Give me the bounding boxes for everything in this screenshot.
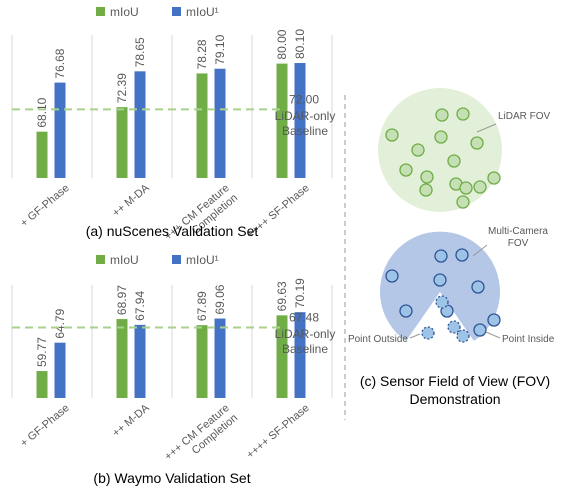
- x-tick-label-box: + GF-Phase: [18, 182, 72, 230]
- lidar-fov: [378, 88, 502, 212]
- outside-label: Point Outside: [348, 334, 408, 345]
- value-label: 80.10: [293, 29, 307, 59]
- baseline-label-box: LiDAR-only Baseline: [274, 327, 336, 357]
- bar: [116, 107, 128, 178]
- baseline-label: LiDAR-only Baseline: [274, 109, 336, 139]
- x-tick-label: ++ M-DA: [110, 182, 152, 220]
- value-label: 76.68: [53, 48, 67, 78]
- camera-points-inside: [385, 248, 501, 337]
- value-label: 67.94: [133, 291, 147, 321]
- value-label: 69.06: [213, 284, 227, 314]
- value-label: 78.28: [195, 39, 209, 69]
- camera-label: Multi-Camera FOV: [487, 226, 548, 249]
- value-label: 59.77: [35, 337, 49, 367]
- value-label: 68.10: [35, 97, 49, 127]
- inside-label: Point Inside: [502, 334, 555, 345]
- lidar-label: LiDAR FOV: [498, 111, 551, 122]
- bar: [276, 63, 288, 178]
- bar: [196, 73, 208, 178]
- value-label: 68.97: [115, 285, 129, 315]
- chart-caption: (b) Waymo Validation Set: [93, 470, 250, 486]
- legend-swatch: [172, 255, 181, 264]
- x-tick-label: ++++ SF-Phase: [244, 182, 312, 242]
- bar: [294, 312, 306, 398]
- bar: [36, 131, 48, 178]
- bar: [294, 63, 306, 178]
- value-label: 67.89: [195, 291, 209, 321]
- bar: [54, 342, 66, 398]
- camera-label-box: Multi-Camera FOV: [487, 226, 548, 249]
- bar: [276, 315, 288, 398]
- x-tick-label: + GF-Phase: [18, 182, 72, 230]
- baseline-value: 72.00: [289, 92, 319, 106]
- legend-label: mIoU¹: [186, 253, 219, 267]
- bar: [116, 319, 128, 398]
- baseline-label: LiDAR-only Baseline: [274, 327, 336, 357]
- legend-label: mIoU¹: [186, 5, 219, 19]
- bar: [54, 82, 66, 178]
- value-label: 72.39: [115, 73, 129, 103]
- diagram-caption-box: (c) Sensor Field of View (FOV) Demonstra…: [359, 373, 551, 407]
- value-label: 70.19: [293, 278, 307, 308]
- chart-caption: (a) nuScenes Validation Set: [86, 223, 259, 239]
- baseline-value: 67.48: [289, 310, 319, 324]
- value-label: 69.63: [275, 281, 289, 311]
- x-tick-label: + GF-Phase: [18, 402, 72, 450]
- legend-swatch: [172, 7, 181, 16]
- leader-line: [472, 244, 488, 257]
- x-tick-label: ++++ SF-Phase: [244, 402, 312, 462]
- bar: [214, 68, 226, 178]
- leader-line: [476, 123, 497, 133]
- legend-swatch: [96, 7, 105, 16]
- value-label: 80.00: [275, 29, 289, 59]
- bar: [134, 71, 146, 178]
- lidar-points: [385, 107, 501, 209]
- value-label: 64.79: [53, 308, 67, 338]
- legend-label: mIoU: [110, 253, 139, 267]
- diagram-caption: (c) Sensor Field of View (FOV) Demonstra…: [359, 373, 551, 407]
- legend-swatch: [96, 255, 105, 264]
- value-label: 78.65: [133, 37, 147, 67]
- value-label: 79.10: [213, 34, 227, 64]
- x-tick-label: ++ M-DA: [110, 402, 152, 440]
- leader-line: [409, 333, 421, 339]
- x-tick-label-box: + GF-Phase: [18, 402, 72, 450]
- legend-label: mIoU: [110, 5, 139, 19]
- leader-line: [485, 331, 501, 339]
- camera-points-outside: [421, 295, 470, 343]
- bar: [196, 325, 208, 398]
- bar: [36, 371, 48, 398]
- bar: [134, 324, 146, 398]
- bar: [214, 318, 226, 398]
- baseline-label-box: LiDAR-only Baseline: [274, 109, 336, 139]
